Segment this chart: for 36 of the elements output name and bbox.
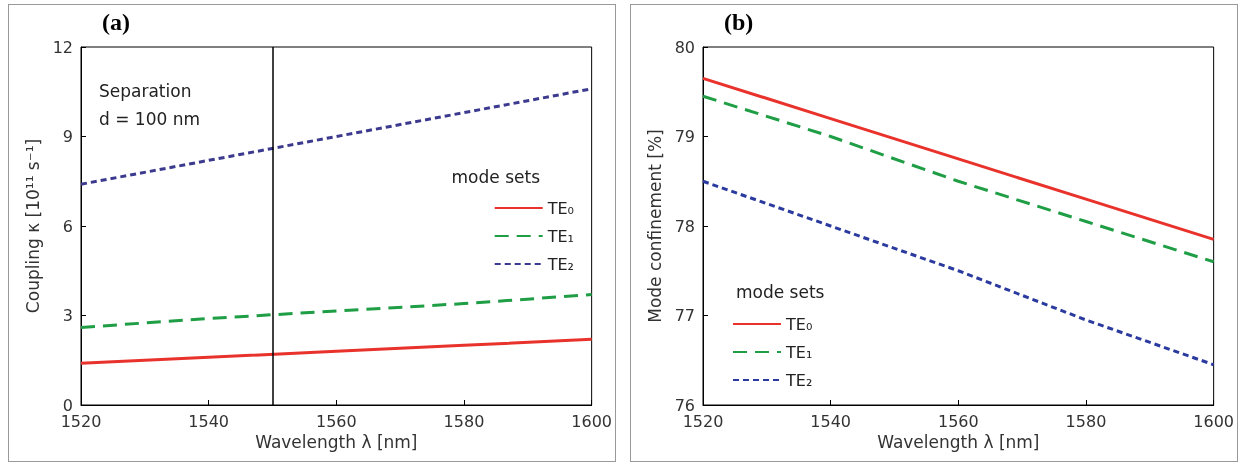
x-tick-label: 1580 <box>443 411 485 431</box>
y-tick-label: 9 <box>62 127 73 146</box>
legend-label: TE₁ <box>546 226 574 246</box>
y-tick-label: 12 <box>52 37 73 57</box>
legend-label: TE₂ <box>785 370 813 390</box>
legend-title: mode sets <box>451 166 541 187</box>
x-axis-title: Wavelength λ [nm] <box>877 432 1040 453</box>
y-tick-label: 6 <box>62 216 73 236</box>
x-tick-label: 1560 <box>937 411 979 431</box>
y-tick-label: 79 <box>674 127 695 146</box>
x-axis-title: Wavelength λ [nm] <box>255 432 418 453</box>
x-tick-label: 1580 <box>1065 411 1107 431</box>
line-series <box>701 179 1216 367</box>
legend-label: TE₀ <box>546 198 574 218</box>
legend-label: TE₁ <box>785 342 813 362</box>
line-series <box>79 337 594 365</box>
annotation: Separation d = 100 nm <box>99 81 201 129</box>
chart-title: (a) <box>102 9 130 35</box>
y-tick-label: 78 <box>674 216 695 236</box>
y-tick-label: 77 <box>674 306 695 325</box>
y-axis-title: Coupling κ [10¹¹ s⁻¹] <box>22 138 43 314</box>
line-series <box>79 293 594 329</box>
y-tick-label: 3 <box>62 306 73 325</box>
legend-label: TE₀ <box>785 314 813 334</box>
y-tick-label: 80 <box>674 37 695 57</box>
x-tick-label: 1560 <box>315 411 357 431</box>
legend-label: TE₂ <box>546 254 574 274</box>
x-tick-label: 1600 <box>571 411 612 431</box>
line-series <box>701 76 1216 241</box>
x-tick-label: 1600 <box>1193 411 1234 431</box>
x-tick-label: 1540 <box>188 411 230 431</box>
line-series <box>701 94 1216 264</box>
legend-title: mode sets <box>736 281 825 302</box>
x-tick-label: 1540 <box>810 411 852 431</box>
chart-title: (b) <box>724 9 754 35</box>
y-axis-title: Mode confinement [%] <box>644 129 665 323</box>
